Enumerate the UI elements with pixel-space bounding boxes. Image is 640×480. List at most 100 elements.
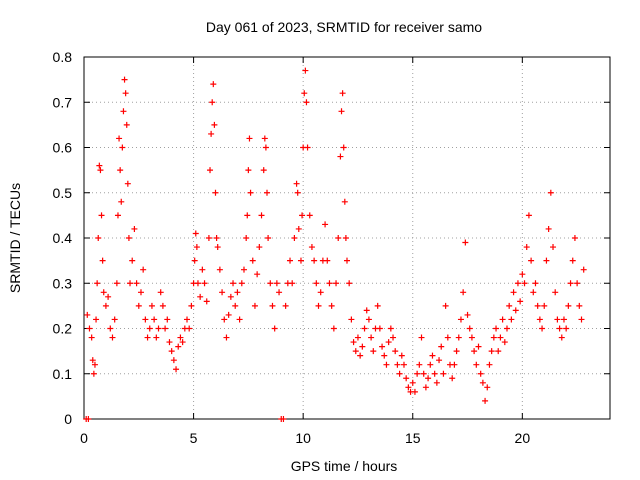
data-point: [133, 280, 140, 287]
data-point: [303, 99, 310, 106]
data-point: [400, 361, 407, 368]
data-point: [209, 99, 216, 106]
data-point: [440, 370, 447, 377]
data-point: [506, 302, 513, 309]
data-point: [317, 289, 324, 296]
data-point: [403, 375, 410, 382]
chart-title: Day 061 of 2023, SRMTID for receiver sam…: [206, 19, 482, 35]
data-point: [348, 316, 355, 323]
data-point: [199, 266, 206, 273]
data-point: [354, 334, 361, 341]
data-point: [352, 348, 359, 355]
data-point: [85, 416, 92, 422]
data-point: [567, 280, 574, 287]
data-point: [370, 348, 377, 355]
data-point: [525, 212, 532, 219]
data-point: [376, 325, 383, 332]
data-point: [291, 235, 298, 241]
data-point: [117, 167, 124, 174]
data-point: [387, 325, 394, 332]
data-point: [256, 244, 263, 251]
data-point: [267, 280, 274, 287]
x-tick-label: 20: [515, 430, 531, 446]
data-point: [453, 348, 460, 355]
x-tick-label: 15: [405, 430, 421, 446]
x-tick-label: 0: [80, 430, 88, 446]
data-point: [576, 302, 583, 309]
data-point: [211, 121, 218, 128]
data-point: [97, 167, 104, 174]
data-point: [157, 289, 164, 296]
data-point: [119, 144, 126, 151]
data-point: [276, 289, 283, 296]
data-point: [246, 135, 253, 142]
data-point: [493, 325, 500, 332]
y-tick-label: 0.4: [53, 230, 73, 246]
data-point: [409, 379, 416, 386]
data-point: [405, 384, 412, 391]
data-point: [390, 334, 397, 341]
data-point: [127, 280, 134, 287]
data-point: [166, 339, 173, 346]
data-point: [122, 90, 129, 97]
data-point: [208, 130, 215, 137]
data-point: [569, 257, 576, 264]
data-point: [497, 334, 504, 341]
data-point: [124, 180, 131, 187]
grid-lines: [84, 57, 610, 419]
data-point: [333, 280, 340, 287]
data-point: [338, 108, 345, 115]
data-point: [468, 334, 475, 341]
data-point: [86, 325, 93, 332]
data-point: [394, 361, 401, 368]
data-point: [326, 280, 333, 287]
data-point: [294, 189, 301, 196]
data-point: [123, 121, 130, 128]
data-point: [396, 370, 403, 377]
data-point: [381, 352, 388, 359]
y-tick-label: 0.6: [53, 140, 73, 156]
data-point: [151, 316, 158, 323]
data-point: [477, 370, 484, 377]
data-point: [227, 293, 234, 300]
data-point: [560, 316, 567, 323]
x-tick-label: 5: [190, 430, 198, 446]
data-point: [514, 280, 521, 287]
data-point: [315, 302, 322, 309]
data-point: [486, 361, 493, 368]
data-point: [282, 302, 289, 309]
data-point: [125, 235, 132, 241]
data-point: [271, 325, 278, 332]
data-point: [109, 334, 116, 341]
data-point: [210, 81, 217, 88]
data-point: [385, 339, 392, 346]
data-point: [363, 307, 370, 314]
data-point: [146, 325, 153, 332]
data-point: [488, 348, 495, 355]
data-point: [113, 280, 120, 287]
data-point: [313, 280, 320, 287]
data-point: [144, 334, 151, 341]
data-point: [438, 343, 445, 350]
data-point: [427, 361, 434, 368]
data-point: [293, 180, 300, 187]
data-point: [571, 235, 578, 241]
data-point: [512, 307, 519, 314]
data-point: [547, 189, 554, 196]
data-point: [324, 257, 331, 264]
data-point: [137, 289, 144, 296]
data-point: [464, 311, 471, 318]
y-tick-label: 0.5: [53, 185, 73, 201]
data-point: [418, 334, 425, 341]
data-point: [244, 212, 251, 219]
data-point: [420, 370, 427, 377]
data-point: [107, 325, 114, 332]
data-point: [398, 352, 405, 359]
data-point: [88, 334, 95, 341]
data-point: [295, 225, 302, 232]
y-tick-labels: 0 0.1 0.2 0.3 0.4 0.5 0.6 0.7 0.8: [53, 49, 73, 427]
data-point: [368, 334, 375, 341]
data-point: [153, 334, 160, 341]
data-point: [111, 316, 118, 323]
data-point: [429, 352, 436, 359]
